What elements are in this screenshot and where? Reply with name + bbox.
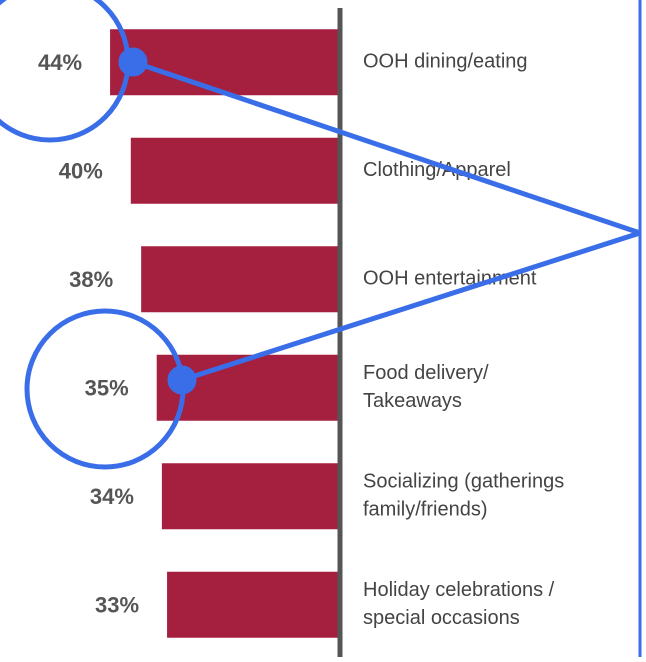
value-label: 33% xyxy=(95,593,139,618)
value-label: 34% xyxy=(90,484,134,509)
value-label: 35% xyxy=(85,376,129,401)
category-label: OOH entertainment xyxy=(363,268,537,290)
bars-layer xyxy=(110,29,338,638)
value-label: 40% xyxy=(59,159,103,184)
category-label: Food delivery/Takeaways xyxy=(363,362,489,412)
category-label: Holiday celebrations / special occasions xyxy=(363,579,555,629)
category-label: OOH dining/eating xyxy=(363,51,528,73)
bar xyxy=(130,137,338,204)
category-label: Socializing (gatherings family/friends) xyxy=(363,471,564,521)
highlight-dot xyxy=(118,47,148,77)
bar xyxy=(167,571,338,638)
connector-line xyxy=(132,59,641,236)
bar xyxy=(141,246,338,313)
bar xyxy=(161,463,338,530)
bar xyxy=(110,29,338,96)
value-label: 44% xyxy=(38,50,82,75)
value-label: 38% xyxy=(69,267,113,292)
connector-line xyxy=(181,230,641,383)
highlight-dot xyxy=(167,365,197,395)
